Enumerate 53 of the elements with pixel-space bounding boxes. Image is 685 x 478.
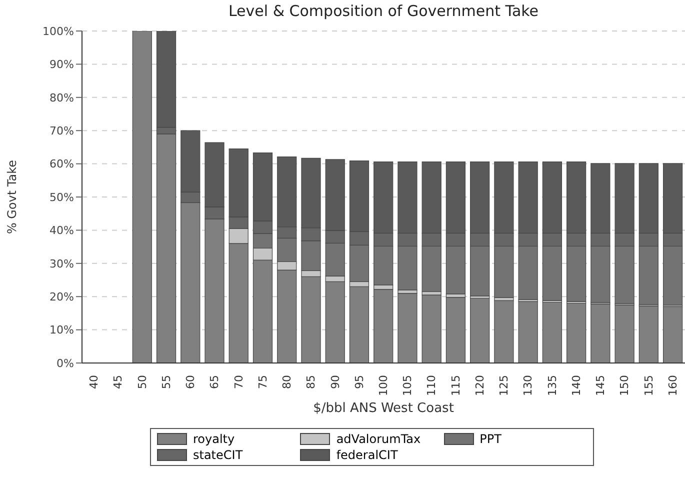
x-tick-label: 145: [594, 375, 608, 396]
y-tick-label: 70%: [50, 124, 74, 138]
x-tick-label: 120: [473, 375, 486, 396]
bar: [494, 300, 514, 363]
y-tick-label: 30%: [50, 257, 74, 270]
x-tick-label: 140: [570, 375, 583, 396]
y-tick-label: 40%: [50, 224, 74, 238]
legend-label: adValorumTax: [336, 432, 421, 446]
chart-title: Level & Composition of Government Take: [227, 2, 540, 20]
x-tick-label: 80: [280, 375, 294, 389]
y-tick-label: 20%: [50, 290, 74, 304]
x-tick-label: 55: [160, 375, 173, 389]
bar: [422, 294, 442, 363]
bar: [518, 301, 538, 363]
x-tick-label: 135: [546, 375, 559, 396]
y-tick-label: 80%: [50, 91, 74, 104]
x-tick-label: 95: [352, 375, 366, 389]
x-tick-label: 105: [401, 375, 414, 396]
x-tick-label: 50: [136, 375, 149, 389]
y-axis-title: % Govt Take: [5, 160, 19, 234]
x-tick-label: 100: [377, 375, 390, 396]
x-tick-label: 155: [642, 375, 656, 396]
bar: [446, 296, 466, 363]
y-tick-label: 50%: [50, 190, 74, 204]
y-tick-label: 10%: [50, 324, 74, 337]
x-tick-label: 85: [304, 375, 318, 389]
x-tick-label: 60: [184, 375, 198, 389]
legend-label: PPT: [480, 432, 502, 446]
legend-label: stateCIT: [193, 448, 243, 462]
y-tick-label: 60%: [50, 158, 74, 171]
x-tick-label: 75: [256, 375, 270, 389]
legend-label: royalty: [193, 432, 235, 446]
y-tick-label: 100%: [42, 24, 74, 38]
x-tick-label: 65: [208, 375, 222, 389]
x-tick-label: 40: [88, 375, 101, 389]
bar: [132, 31, 152, 363]
x-axis-title: $/bbl ANS West Coast: [312, 401, 455, 416]
x-tick-label: 70: [232, 375, 246, 389]
bar: [349, 286, 370, 363]
x-tick-label: 115: [449, 375, 462, 396]
x-tick-label: 150: [618, 375, 632, 396]
y-tick-label: 0%: [56, 356, 74, 370]
x-tick-label: 90: [328, 375, 342, 389]
x-tick-label: 110: [425, 375, 438, 396]
bar: [398, 292, 418, 363]
legend-label: federalCIT: [336, 448, 398, 462]
x-tick-label: 160: [666, 375, 680, 396]
x-tick-label: 125: [498, 375, 511, 396]
x-tick-label: 130: [522, 375, 535, 396]
bar: [374, 288, 394, 363]
y-tick-label: 90%: [50, 58, 74, 72]
x-tick-label: 45: [112, 375, 125, 389]
bar: [470, 298, 490, 363]
